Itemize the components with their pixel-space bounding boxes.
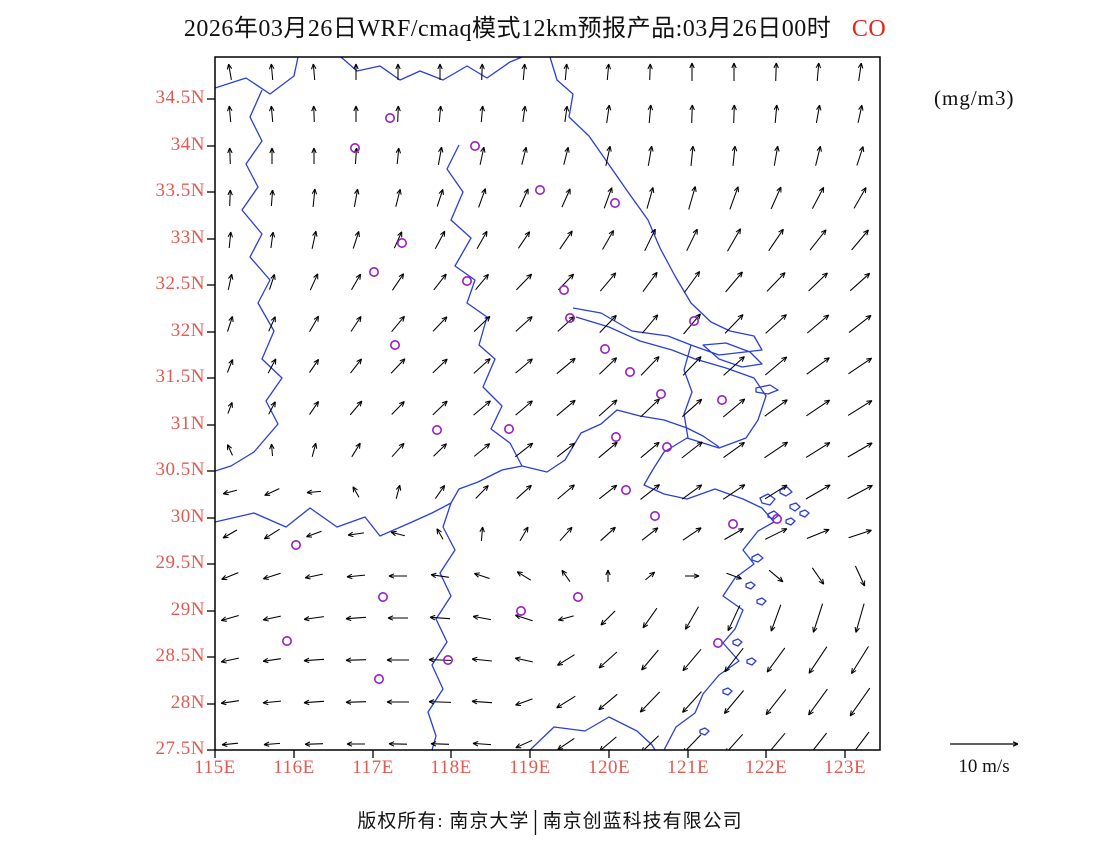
- map-outline-layer: [215, 57, 810, 750]
- lat-tick-label: 29.5N: [155, 552, 205, 573]
- units-label: (mg/m3): [934, 86, 1015, 110]
- lon-tick-label: 121E: [666, 757, 710, 778]
- lat-tick-label: 28N: [170, 692, 205, 713]
- chart-title-text: 2026年03月26日WRF/cmaq模式12km预报产品:03月26日00时: [183, 16, 832, 42]
- species-label: CO: [851, 16, 887, 42]
- lon-tick-label: 123E: [823, 757, 867, 778]
- station-marker-layer: [281, 113, 782, 684]
- chart-title: 2026年03月26日WRF/cmaq模式12km预报产品:03月26日00时 …: [0, 8, 1070, 43]
- copyright-divider: |: [533, 806, 539, 837]
- lon-tick-label: 118E: [430, 757, 472, 778]
- lon-tick-label: 116E: [273, 757, 315, 778]
- lat-tick-label: 33.5N: [155, 180, 205, 201]
- lat-tick-label: 29N: [170, 599, 205, 620]
- wind-scale-label: 10 m/s: [958, 756, 1010, 777]
- lat-tick-label: 32.5N: [155, 273, 205, 294]
- wind-scale-arrow: [950, 741, 1019, 747]
- lat-tick-label: 30.5N: [155, 459, 205, 480]
- lon-tick-label: 120E: [587, 757, 631, 778]
- lat-tick-label: 27.5N: [155, 738, 205, 759]
- copyright-text: 版权所有: 南京大学 | 南京创蓝科技有限公司: [0, 806, 1100, 836]
- lat-tick-label: 34.5N: [155, 87, 205, 108]
- plot-frame: [214, 56, 881, 751]
- lon-tick-label: 117E: [352, 757, 394, 778]
- lat-tick-label: 32N: [170, 320, 205, 341]
- lat-tick-label: 31.5N: [155, 366, 205, 387]
- copyright-left: 版权所有: 南京大学: [357, 811, 530, 832]
- lon-tick-label: 119E: [509, 757, 551, 778]
- lat-tick-label: 30N: [170, 506, 205, 527]
- lon-tick-label: 115E: [194, 757, 236, 778]
- lat-tick-label: 31N: [170, 413, 205, 434]
- lat-tick-label: 33N: [170, 227, 205, 248]
- lon-tick-label: 122E: [744, 757, 788, 778]
- copyright-right: 南京创蓝科技有限公司: [542, 811, 743, 832]
- wind-vector-layer: [220, 62, 873, 750]
- axis-ticks: [207, 98, 846, 758]
- lat-tick-label: 28.5N: [155, 645, 205, 666]
- lat-tick-label: 34N: [170, 134, 205, 155]
